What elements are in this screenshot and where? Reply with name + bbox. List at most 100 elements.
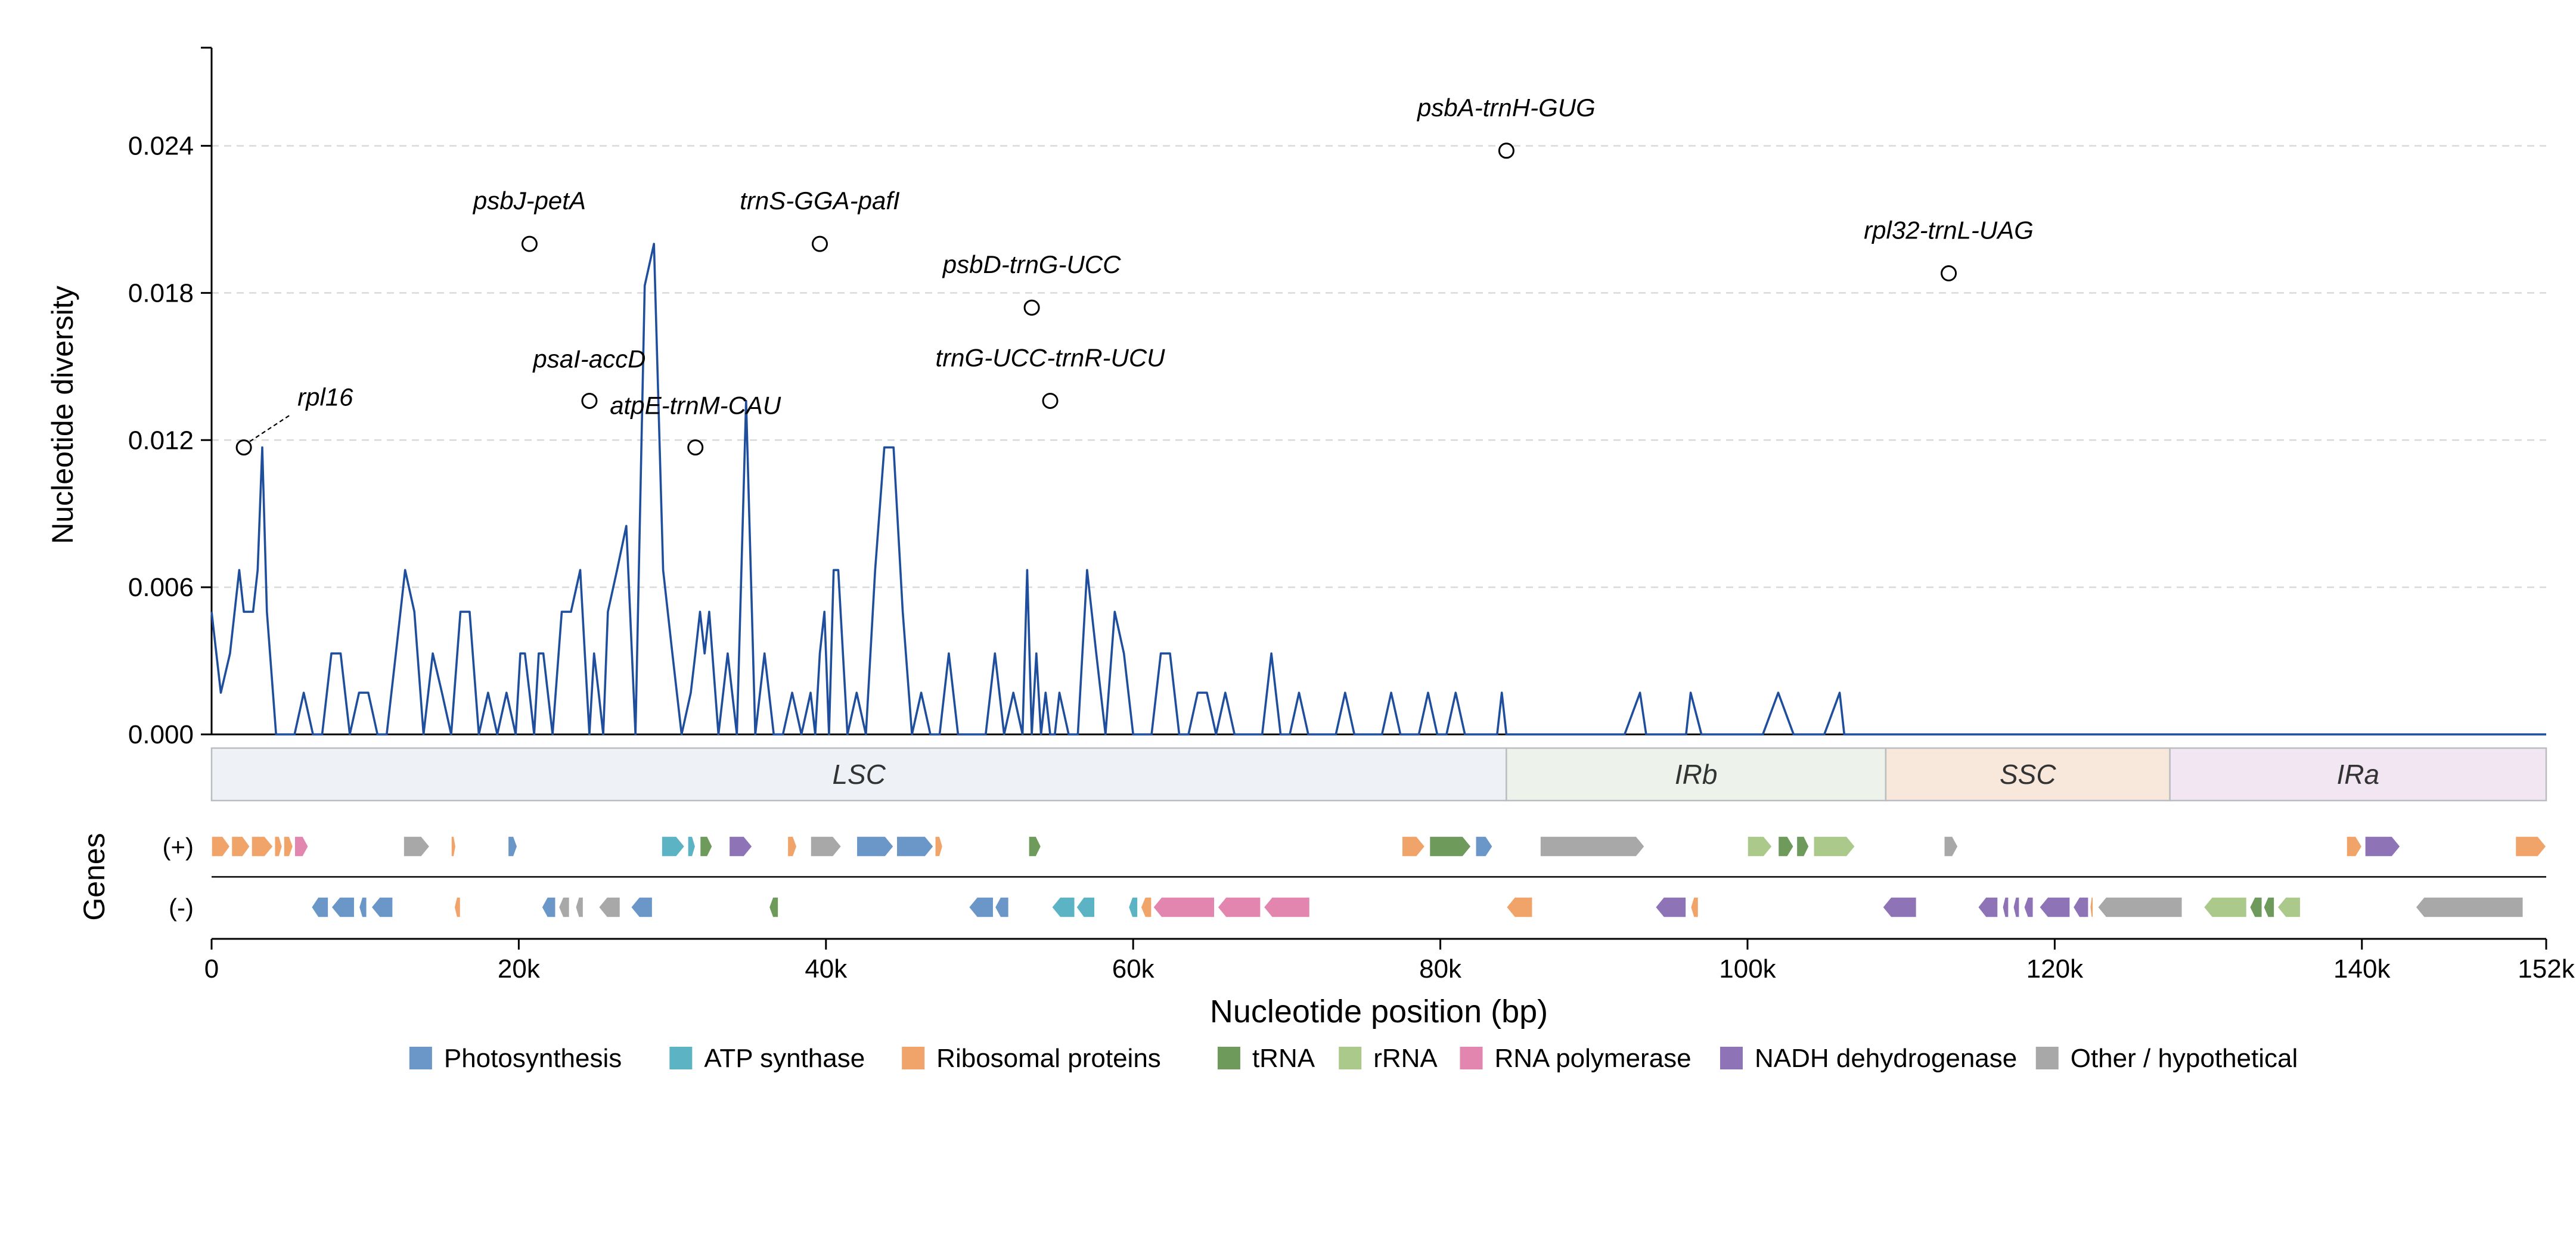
peak-marker bbox=[1498, 142, 1514, 159]
region-label-ira: IRa bbox=[2337, 759, 2380, 790]
region-lsc bbox=[210, 747, 1507, 802]
y-axis-label: Nucleotide diversity bbox=[46, 286, 79, 544]
legend-swatch bbox=[1339, 1047, 1362, 1069]
gene-plus-strand bbox=[896, 836, 935, 857]
gene-minus-strand bbox=[968, 897, 994, 918]
gene-minus-strand bbox=[311, 897, 329, 918]
gene-minus-strand bbox=[1655, 897, 1687, 918]
y-tick-label: 0.012 bbox=[128, 426, 194, 455]
gene-plus-strand bbox=[1401, 836, 1426, 857]
x-tick-label: 120k bbox=[2026, 954, 2084, 984]
y-tick-label: 0.006 bbox=[128, 573, 194, 602]
gene-minus-strand bbox=[1977, 897, 1998, 918]
y-tick-label: 0.000 bbox=[128, 720, 194, 749]
gene-minus-strand bbox=[2203, 897, 2248, 918]
region-ssc bbox=[1885, 747, 2171, 802]
gene-plus-strand bbox=[2364, 836, 2401, 857]
peak-marker bbox=[521, 235, 538, 252]
gene-plus-strand bbox=[935, 836, 944, 857]
gene-plus-strand bbox=[1747, 836, 1773, 857]
gridlines bbox=[212, 145, 2546, 588]
gene-minus-strand bbox=[2002, 897, 2009, 918]
peak-label-trns-gga-pafi: trnS-GGA-pafI bbox=[740, 187, 900, 215]
legend-swatch bbox=[1460, 1047, 1483, 1069]
gene-plus-strand bbox=[1475, 836, 1494, 857]
peak-label-trng-ucc-trnr-ucu: trnG-UCC-trnR-UCU bbox=[936, 343, 1166, 371]
gene-minus-strand bbox=[1216, 897, 1261, 918]
gene-plus-strand bbox=[2515, 836, 2547, 857]
legend-label: Photosynthesis bbox=[444, 1044, 622, 1073]
gene-plus-strand bbox=[787, 836, 797, 857]
gene-minus-strand bbox=[1075, 897, 1095, 918]
gene-minus-strand bbox=[2249, 897, 2263, 918]
gene-minus-strand bbox=[1051, 897, 1076, 918]
gene-minus-strand bbox=[454, 897, 461, 918]
x-axis-label: Nucleotide position (bp) bbox=[1210, 994, 1548, 1029]
gene-plus-strand bbox=[1813, 836, 1856, 857]
region-label-lsc: LSC bbox=[832, 759, 886, 790]
gene-plus-strand bbox=[661, 836, 685, 857]
gene-plus-strand bbox=[1777, 836, 1795, 857]
genes-track-label: Genes bbox=[77, 833, 111, 920]
region-irb bbox=[1506, 747, 1887, 802]
x-tick-label: 80k bbox=[1419, 954, 1462, 984]
gene-plus-strand bbox=[1796, 836, 1810, 857]
gene-plus-strand bbox=[699, 836, 713, 857]
gene-minus-strand bbox=[558, 897, 570, 918]
peak-label-psbj-peta: psbJ-petA bbox=[472, 187, 586, 215]
gene-plus-strand bbox=[451, 836, 457, 857]
y-tick-label: 0.024 bbox=[128, 132, 194, 161]
legend-swatch bbox=[902, 1047, 925, 1069]
region-label-irb: IRb bbox=[1675, 759, 1718, 790]
legend: Photosynthesis ATP synthase Ribosomal prot… bbox=[409, 1044, 2298, 1073]
gene-plus-strand bbox=[1028, 836, 1042, 857]
gene-plus-strand bbox=[251, 836, 274, 857]
legend-swatch bbox=[2035, 1047, 2059, 1069]
peak-marker bbox=[235, 439, 252, 456]
peak-label-atpe-trnm-cau: atpE-trnM-CAU bbox=[610, 392, 781, 420]
peak-marker bbox=[581, 392, 598, 409]
gene-plus-strand bbox=[403, 836, 430, 857]
gene-minus-strand bbox=[1128, 897, 1138, 918]
peak-leader-line bbox=[249, 413, 292, 442]
peak-label-psba-trnh-gug: psbA-trnH-GUG bbox=[1416, 94, 1596, 122]
diversity-series-line bbox=[210, 243, 2546, 736]
gene-plus-strand bbox=[294, 836, 309, 857]
legend-label: ATP synthase bbox=[704, 1044, 865, 1073]
gene-minus-strand bbox=[1506, 897, 1533, 918]
peak-marker bbox=[1941, 265, 1957, 282]
x-tick-label: 0 bbox=[204, 954, 219, 984]
gene-minus-strand bbox=[2013, 897, 2020, 918]
peak-label-psai-accd: psaI-accD bbox=[532, 345, 645, 373]
gene-minus-strand bbox=[768, 897, 779, 918]
diversity-line bbox=[210, 243, 2546, 736]
gene-plus-strand bbox=[810, 836, 842, 857]
legend-label: RNA polymerase bbox=[1495, 1044, 1692, 1073]
gene-plus-strand bbox=[1540, 836, 1646, 857]
gene-minus-strand bbox=[575, 897, 584, 918]
gene-plus-strand bbox=[507, 836, 518, 857]
peak-label-psbd-trng-ucc: psbD-trnG-UCC bbox=[942, 250, 1121, 278]
peak-label-rpl32-trnl-uag: rpl32-trnL-UAG bbox=[1864, 216, 2034, 244]
legend-swatch bbox=[669, 1047, 693, 1069]
gene-minus-strand bbox=[2097, 897, 2183, 918]
legend-item-trna: tRNA bbox=[1217, 1044, 1315, 1073]
legend-label: Other / hypothetical bbox=[2071, 1044, 2298, 1073]
gene-minus-strand bbox=[2415, 897, 2524, 918]
x-tick-label: 40k bbox=[805, 954, 848, 984]
legend-item-rrna: rRNA bbox=[1339, 1044, 1438, 1073]
region-ira bbox=[2169, 747, 2547, 802]
gene-minus-strand bbox=[994, 897, 1010, 918]
legend-label: Ribosomal proteins bbox=[936, 1044, 1161, 1073]
x-tick-label: 20k bbox=[498, 954, 541, 984]
legend-item-other-hypothetical: Other / hypothetical bbox=[2035, 1044, 2298, 1073]
legend-label: tRNA bbox=[1252, 1044, 1315, 1073]
legend-item-ribosomal-proteins: Ribosomal proteins bbox=[902, 1044, 1161, 1073]
x-tick-label: 152k bbox=[2518, 954, 2575, 984]
gene-minus-strand bbox=[1882, 897, 1917, 918]
gene-minus-strand bbox=[2089, 897, 2094, 918]
gene-plus-strand bbox=[687, 836, 696, 857]
gene-minus-strand bbox=[2023, 897, 2034, 918]
peak-label-rpl16: rpl16 bbox=[297, 383, 353, 411]
